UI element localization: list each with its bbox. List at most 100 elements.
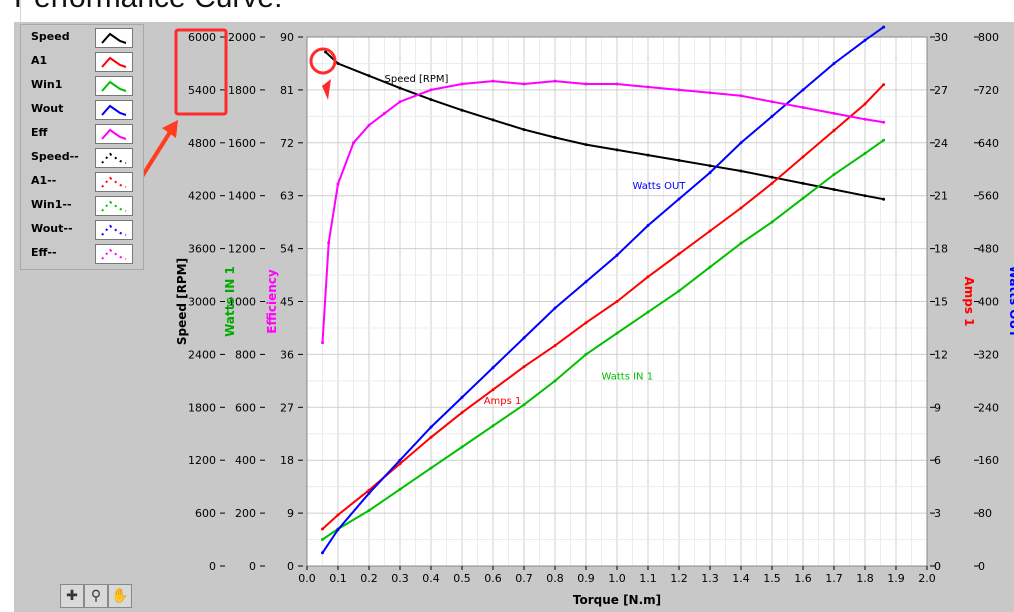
legend-item[interactable]: Speed-- [25,147,141,169]
data-point [460,82,464,86]
legend-swatch[interactable] [95,172,133,192]
data-point [863,117,867,121]
data-point [584,352,588,356]
y-axis-title: Efficiency [265,269,279,334]
legend-item[interactable]: Eff [25,123,141,145]
data-point [367,491,371,495]
legend-swatch[interactable] [95,124,133,144]
x-tick-label: 1.1 [639,572,657,585]
legend-item[interactable]: Speed [25,27,141,49]
data-point [882,138,886,142]
graph-palette: ✚ ⚲ ✋ [60,584,140,608]
data-point [770,220,774,224]
y-axis-title: Watts OUT [1007,266,1014,339]
data-point [677,158,681,162]
data-point [553,306,557,310]
y-tick-label: 27 [934,84,948,97]
series-annotation: Amps 1 [484,396,522,407]
data-point [832,111,836,115]
legend-swatch[interactable] [95,52,133,72]
data-point [708,171,712,175]
legend-swatch[interactable] [95,244,133,264]
data-point [863,38,867,42]
data-point [553,344,557,348]
legend-swatch[interactable] [95,220,133,240]
y-tick-label: 27 [280,401,294,414]
data-point [801,181,805,185]
x-axis-title: Torque [N.m] [573,593,661,607]
data-point [553,136,557,139]
y-tick-label: 0 [978,560,985,573]
highlight-arrow-small [322,79,331,100]
data-point [522,336,526,340]
y-tick-label: 600 [235,401,256,414]
data-point [398,458,402,462]
data-point [491,118,495,122]
legend-item[interactable]: Eff-- [25,243,141,265]
legend-item[interactable]: A1 [25,51,141,73]
plot-legend[interactable]: Speed A1 Win1 Wout Eff Speed-- A1-- Win1-- Wout-… [20,24,144,270]
zoom-icon[interactable]: ⚲ [84,584,108,608]
data-point [398,86,402,90]
data-point [801,155,805,159]
series-line [321,139,885,541]
legend-item[interactable]: Wout [25,99,141,121]
legend-label: A1 [31,54,48,67]
y-tick-label: 30 [934,31,948,44]
legend-swatch[interactable] [95,196,133,216]
y-tick-label: 4800 [188,137,216,150]
series-annotation: Speed [RPM] [385,74,449,85]
cursor-move-icon[interactable]: ✚ [60,584,84,608]
pan-hand-icon[interactable]: ✋ [108,584,132,608]
y-tick-label: 3 [934,507,941,520]
y-tick-label: 45 [280,296,294,309]
y-tick-label: 1800 [228,84,256,97]
y-tick-label: 3000 [188,296,216,309]
legend-label: Speed [31,30,70,43]
x-tick-label: 0.7 [515,572,533,585]
data-point [491,366,495,370]
x-tick-label: 0.3 [391,572,409,585]
y-tick-label: 72 [280,137,294,150]
legend-label: Speed-- [31,150,79,163]
legend-swatch[interactable] [95,28,133,48]
data-point [677,197,681,201]
legend-swatch[interactable] [95,148,133,168]
legend-label: Eff [31,126,48,139]
data-point [708,265,712,269]
data-point [646,224,650,227]
y-tick-label: 2400 [188,348,216,361]
y-tick-label: 9 [287,507,294,520]
legend-item[interactable]: Wout-- [25,219,141,241]
y-tick-label: 1000 [228,296,256,309]
y-tick-label: 9 [934,401,941,414]
data-point [832,129,836,132]
legend-swatch[interactable] [95,100,133,120]
data-point [522,365,526,369]
x-tick-label: 0.6 [484,572,502,585]
legend-item[interactable]: Win1 [25,75,141,97]
legend-label: Eff-- [31,246,57,259]
y-tick-label: 400 [235,454,256,467]
data-point [584,143,588,147]
legend-item[interactable]: Win1-- [25,195,141,217]
y-tick-label: 3600 [188,243,216,256]
legend-item[interactable]: A1-- [25,171,141,193]
data-point [708,229,712,233]
y-tick-label: 81 [280,84,294,97]
legend-label: Win1 [31,78,63,91]
legend-swatch[interactable] [95,76,133,96]
y-tick-label: 560 [978,190,999,203]
data-point [770,100,774,104]
series-line [324,51,884,201]
data-point [801,196,805,200]
data-point [739,94,743,98]
data-point [367,509,371,512]
y-tick-label: 21 [934,190,948,203]
data-point [863,194,867,198]
y-tick-label: 5400 [188,84,216,97]
data-point [429,466,433,470]
y-tick-label: 320 [978,348,999,361]
y-tick-label: 18 [280,454,294,467]
data-point [739,169,743,173]
